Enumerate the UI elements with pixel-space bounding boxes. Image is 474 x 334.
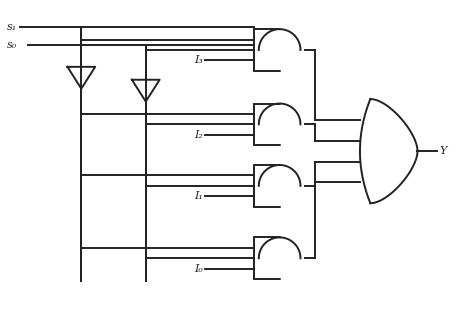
Text: I₁: I₁ — [194, 191, 203, 201]
Text: s₀: s₀ — [7, 40, 17, 50]
Text: I₃: I₃ — [194, 55, 203, 65]
Text: Y: Y — [439, 146, 447, 156]
Text: s₁: s₁ — [7, 22, 17, 32]
Text: I₂: I₂ — [194, 130, 203, 140]
Text: I₀: I₀ — [194, 264, 203, 274]
